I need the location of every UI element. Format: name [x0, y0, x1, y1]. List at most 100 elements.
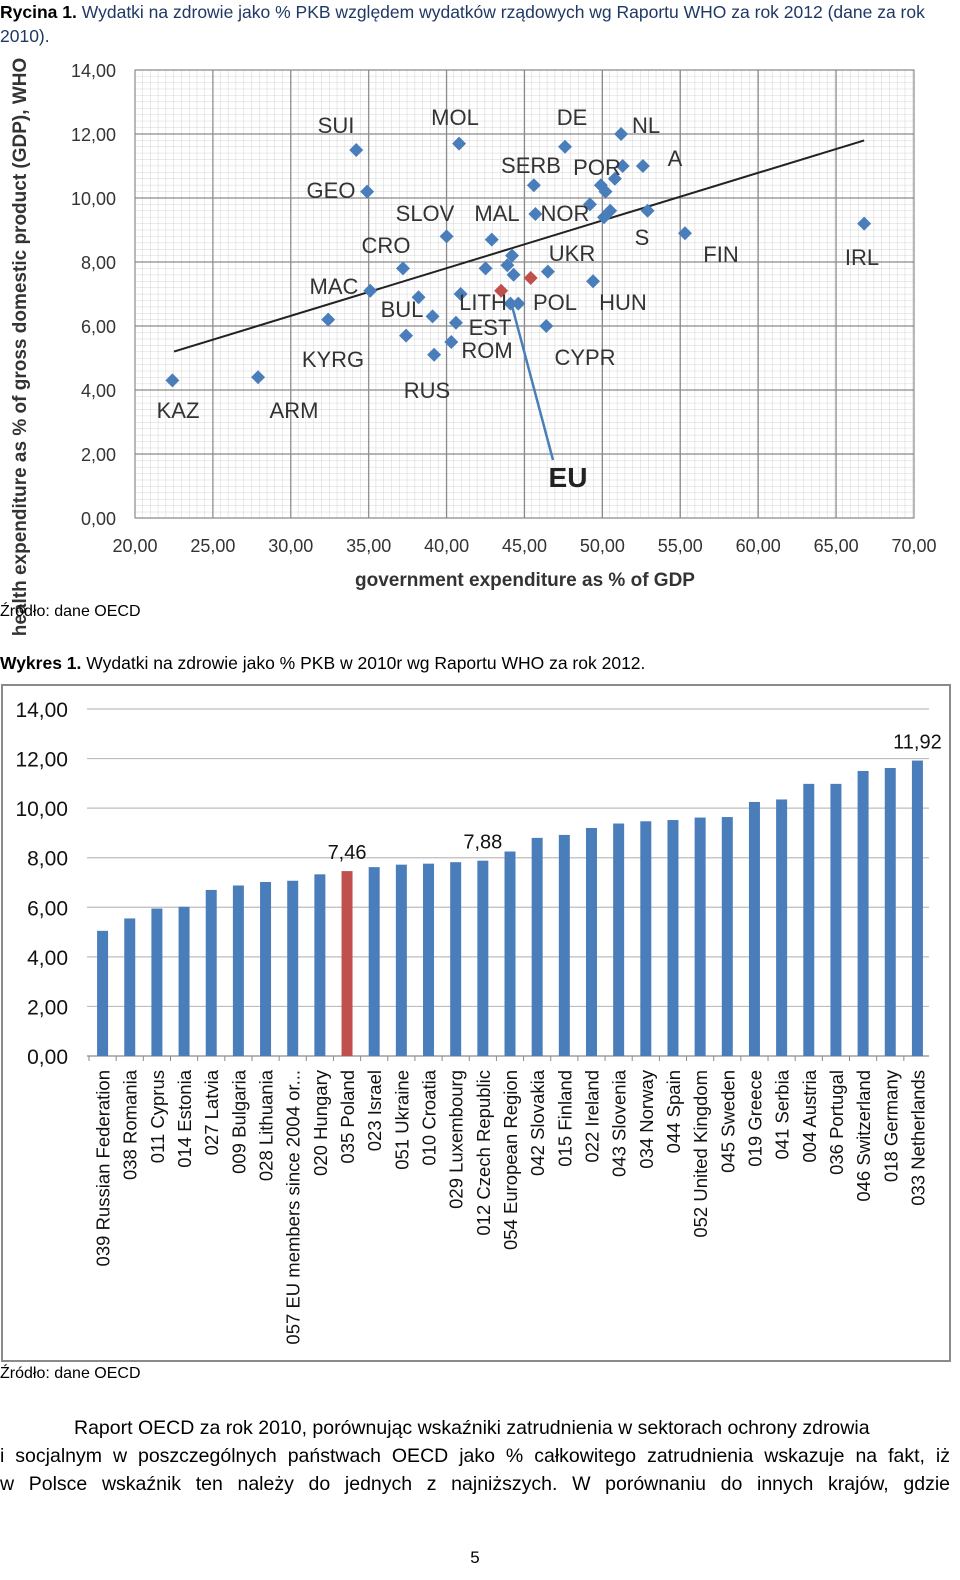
scatter-point: [399, 328, 414, 343]
scatter-annotations: KAZ ARMKYRGMACGEOSUICROBULRUSSLOVMOLMALSE…: [157, 105, 880, 493]
bar: [667, 820, 679, 1056]
bar: [423, 863, 435, 1056]
scatter-point: [586, 274, 601, 289]
figure1-caption-text: Wydatki na zdrowie jako % PKB względem w…: [0, 2, 925, 46]
bar: [803, 783, 815, 1056]
paragraph-line-2: i socjalnym w poszczególnych państwach O…: [0, 1445, 950, 1467]
scatter-point: [603, 203, 618, 218]
scatter-point: [540, 264, 555, 279]
scatter-point: [321, 312, 336, 327]
scatter-annotation: FIN: [703, 242, 738, 267]
scatter-annotation: IRL: [845, 245, 879, 270]
bar: [368, 867, 380, 1056]
scatter-y-tick-label: 10,00: [71, 189, 116, 209]
bar-category-label: 042 Slovakia: [527, 1069, 548, 1176]
scatter-point: [582, 197, 597, 212]
bar: [558, 834, 570, 1056]
scatter-point-eu: [494, 283, 509, 298]
scatter-point: [360, 184, 375, 199]
scatter-x-axis-label: government expenditure as % of GDP: [355, 570, 695, 591]
bar: [613, 823, 625, 1056]
scatter-point: [607, 171, 622, 186]
scatter-y-tick-label: 0,00: [81, 509, 116, 529]
scatter-x-tick-label: 20,00: [112, 536, 157, 556]
bar-category-label: 015 Finland: [554, 1070, 575, 1167]
bar-y-tick-label: 6,00: [27, 897, 68, 920]
scatter-point: [425, 309, 440, 324]
scatter-annotation: HUN: [599, 290, 647, 315]
bar-y-tick-label: 0,00: [27, 1046, 68, 1069]
scatter-point: [453, 287, 468, 301]
scatter-annotation: NOR: [541, 201, 590, 226]
bar-y-tick-label: 14,00: [15, 699, 68, 722]
bar-data-label: 7,46: [328, 842, 367, 864]
scatter-point: [528, 207, 543, 221]
scatter-point: [615, 159, 630, 173]
bar-y-tick-label: 2,00: [27, 996, 68, 1019]
scatter-x-tick-label: 50,00: [580, 536, 625, 556]
scatter-trendline: [173, 139, 865, 353]
bar: [640, 821, 652, 1056]
scatter-y-ticks: 0,00 2,00 4,00 6,00 8,00 10,00 12,00 14,00: [71, 61, 116, 529]
bar: [830, 783, 842, 1056]
scatter-annotation: MOL: [431, 105, 479, 130]
scatter-annotation: LITH: [459, 290, 507, 315]
scatter-chart: 0,00 2,00 4,00 6,00 8,00 10,00 12,00 14,00 20,0…: [10, 58, 937, 637]
scatter-annotation: UKR: [549, 241, 595, 266]
scatter-point: [558, 139, 573, 154]
scatter-point-eu: [523, 271, 538, 285]
bar-category-label: 052 United Kingdom: [690, 1070, 711, 1238]
scatter-trendline-path: [173, 139, 865, 353]
scatter-x-tick-label: 65,00: [814, 536, 859, 556]
figure1-label: Rycina 1.: [0, 2, 77, 22]
bar-y-tick-label: 10,00: [15, 798, 68, 821]
bar-series: [97, 760, 923, 1056]
scatter-x-tick-label: 45,00: [502, 536, 547, 556]
scatter-point: [439, 229, 454, 244]
bar: [395, 864, 407, 1056]
scatter-point: [857, 216, 872, 231]
bar: [694, 817, 706, 1056]
bar-category-label: 036 Portugal: [826, 1070, 847, 1175]
scatter-annotation: ARM: [270, 398, 319, 423]
bar-y-tick-label: 12,00: [15, 749, 68, 772]
bar-highlight: [341, 871, 353, 1056]
scatter-y-tick-label: 12,00: [71, 125, 116, 145]
scatter-point: [526, 178, 541, 193]
scatter-annotation: KAZ: [157, 398, 200, 423]
bar-category-label: 027 Latvia: [201, 1069, 222, 1155]
bar: [504, 851, 516, 1056]
bar: [884, 767, 896, 1056]
bar: [232, 885, 244, 1056]
figure1-source: Źródło: dane OECD: [0, 603, 141, 620]
bar-category-label: 010 Croatia: [419, 1069, 440, 1165]
figure2-caption: Wykres 1. Wydatki na zdrowie jako % PKB …: [0, 651, 645, 675]
scatter-point: [484, 232, 499, 247]
bar: [287, 880, 299, 1056]
scatter-y-tick-label: 6,00: [81, 317, 116, 337]
bar-category-label: 045 Sweden: [717, 1070, 738, 1173]
bar-category-labels: 039 Russian Federation 038 Romania 011 Cyp…: [88, 1056, 928, 1345]
scatter-point: [640, 203, 655, 218]
scatter-annotation: CYPR: [554, 345, 615, 370]
scatter-point: [677, 226, 692, 241]
scatter-annotation: MAL: [474, 201, 519, 226]
bar: [450, 862, 462, 1056]
scatter-annotation: SUI: [318, 113, 355, 138]
bar-y-tick-label: 4,00: [27, 947, 68, 970]
figure2-label: Wykres 1.: [0, 653, 82, 673]
scatter-x-ticks: 20,00 25,00 30,00 35,00 40,00 45,00 50,00 55,00…: [112, 536, 936, 556]
bar: [776, 799, 788, 1056]
scatter-annotation-eu: EU: [549, 462, 588, 493]
bar: [857, 770, 869, 1056]
bar-category-label: 012 Czech Republic: [473, 1070, 494, 1236]
bar-category-label: 018 Germany: [880, 1069, 901, 1182]
bar-category-label: 038 Romania: [120, 1069, 141, 1180]
scatter-point: [251, 370, 266, 385]
bar: [124, 918, 136, 1056]
scatter-annotation: MAC: [310, 274, 359, 299]
bar-category-label: 043 Slovenia: [609, 1069, 630, 1177]
scatter-annotation: A: [668, 146, 683, 171]
scatter-annotation: RUS: [404, 378, 450, 403]
bar-category-label: 020 Hungary: [310, 1069, 331, 1176]
